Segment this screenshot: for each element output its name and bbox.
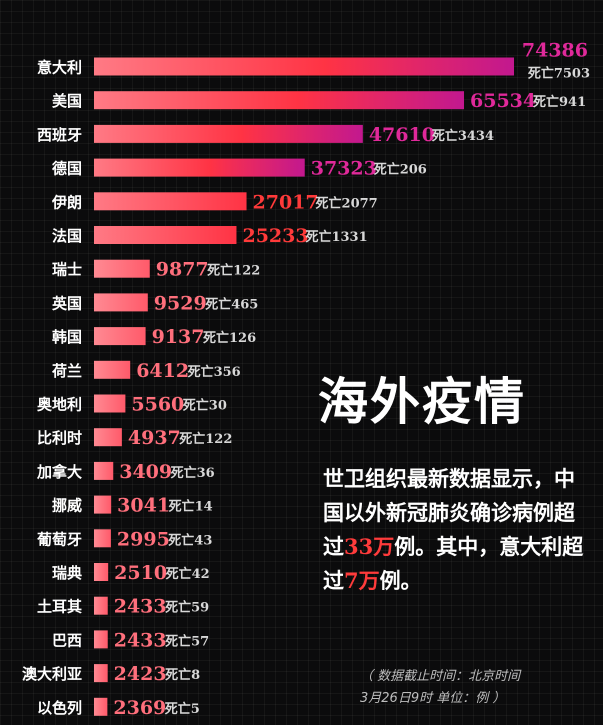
death-label: 死亡465 (205, 296, 258, 312)
bar (94, 596, 108, 615)
death-label: 死亡59 (165, 600, 209, 616)
value-label: 2510 (114, 562, 167, 584)
bar (94, 428, 122, 447)
category-label: 美国 (52, 92, 82, 110)
bar (94, 124, 363, 143)
bar (94, 360, 131, 379)
bar (94, 495, 112, 514)
note-line-2: 3月26日9时 单位：例 ） (360, 691, 506, 706)
category-label: 韩国 (52, 328, 82, 346)
category-label: 荷兰 (52, 362, 82, 380)
highlight-number-italy: 7万 (344, 568, 380, 593)
category-label: 英国 (52, 294, 82, 312)
death-label: 死亡206 (374, 162, 427, 178)
death-label: 死亡7503 (528, 66, 590, 82)
description-part-2: 例。其中，意大利超过 (323, 534, 584, 593)
bar (94, 529, 111, 548)
death-label: 死亡941 (533, 94, 586, 110)
value-label: 74386 (522, 40, 588, 62)
bar (94, 293, 148, 312)
category-label: 瑞典 (52, 564, 82, 582)
value-label: 37323 (311, 158, 377, 180)
bar (94, 226, 237, 244)
bar (94, 461, 114, 480)
category-label: 以色列 (37, 699, 82, 717)
value-label: 4937 (128, 427, 181, 449)
death-label: 死亡8 (165, 667, 200, 683)
death-label: 死亡3434 (432, 128, 494, 144)
death-label: 死亡1331 (305, 229, 367, 245)
description-part-3: 例。 (379, 568, 422, 593)
data-note: （ 数据截止时间：北京时间 3月26日9时 单位：例 ） (360, 666, 580, 710)
bar (94, 327, 146, 346)
category-label: 挪威 (52, 497, 82, 515)
death-label: 死亡2077 (316, 195, 378, 211)
value-label: 2995 (117, 528, 170, 550)
category-label: 奥地利 (37, 396, 82, 414)
value-label: 25233 (242, 225, 308, 247)
value-label: 2433 (114, 596, 167, 618)
category-label: 加拿大 (36, 463, 82, 481)
bar (94, 664, 108, 683)
death-label: 死亡126 (203, 330, 256, 346)
bar (94, 57, 514, 76)
death-label: 死亡356 (188, 364, 241, 380)
bar (94, 630, 108, 649)
category-label: 德国 (52, 160, 82, 178)
bar (94, 697, 108, 716)
category-label: 法国 (52, 227, 82, 245)
category-label: 伊朗 (51, 193, 82, 211)
bar (94, 158, 305, 177)
category-label: 西班牙 (37, 126, 82, 144)
bar (94, 259, 150, 278)
highlight-number-total: 33万 (344, 534, 395, 559)
death-label: 死亡14 (169, 499, 213, 515)
value-label: 65534 (470, 90, 536, 112)
category-label: 葡萄牙 (36, 530, 82, 548)
category-label: 比利时 (37, 429, 82, 447)
category-label: 澳大利亚 (22, 665, 82, 683)
value-label: 3041 (117, 495, 170, 517)
value-label: 27017 (253, 191, 319, 213)
description-text: 世卫组织最新数据显示，中国以外新冠肺炎确诊病例超过33万例。其中，意大利超过7万… (323, 462, 585, 598)
death-label: 死亡36 (171, 465, 215, 481)
death-label: 死亡122 (179, 431, 232, 447)
death-label: 死亡30 (183, 398, 227, 414)
death-label: 死亡43 (168, 532, 212, 548)
death-label: 死亡42 (166, 566, 210, 582)
value-label: 6412 (136, 360, 189, 382)
death-label: 死亡122 (207, 263, 260, 279)
headline: 海外疫情 (318, 372, 526, 431)
death-label: 死亡5 (165, 701, 200, 717)
note-line-1: （ 数据截止时间：北京时间 (360, 669, 521, 684)
category-label: 瑞士 (52, 261, 82, 279)
value-label: 2369 (113, 697, 166, 719)
bar (94, 563, 109, 581)
value-label: 5560 (131, 394, 184, 416)
death-label: 死亡57 (165, 633, 209, 649)
bar (94, 394, 126, 413)
value-label: 2433 (114, 629, 167, 651)
value-label: 47610 (369, 124, 435, 146)
bar (94, 192, 247, 211)
value-label: 3409 (119, 461, 172, 483)
description-part-1: 世卫组织最新数据显示，中国以外新冠肺炎确诊病例超过 (323, 466, 575, 559)
category-label: 意大利 (37, 59, 82, 77)
bar (94, 91, 465, 110)
value-label: 9529 (154, 292, 207, 314)
value-label: 9877 (156, 259, 209, 281)
category-label: 土耳其 (37, 598, 82, 616)
category-label: 巴西 (52, 631, 82, 649)
value-label: 2423 (114, 663, 167, 685)
value-label: 9137 (152, 326, 205, 348)
